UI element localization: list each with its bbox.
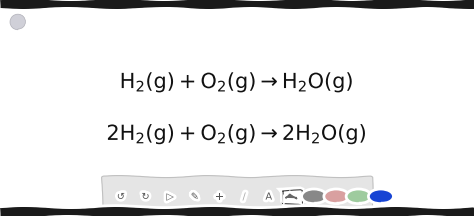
Text: $\mathdefault{2H_2(g) + O_2(g) \rightarrow 2H_2O(g)}$: $\mathdefault{2H_2(g) + O_2(g) \rightarr… (106, 122, 368, 146)
Bar (0, 208, 474, 216)
Ellipse shape (326, 191, 347, 202)
Bar (0, 0, 474, 8)
Polygon shape (286, 194, 297, 198)
Ellipse shape (11, 15, 25, 29)
Ellipse shape (304, 191, 325, 202)
FancyBboxPatch shape (282, 190, 301, 203)
Ellipse shape (371, 191, 392, 202)
Text: ✎: ✎ (191, 192, 199, 202)
Text: $\mathdefault{H_2(g) + O_2(g) \rightarrow H_2O(g)}$: $\mathdefault{H_2(g) + O_2(g) \rightarro… (119, 70, 355, 94)
Ellipse shape (348, 191, 369, 202)
Text: ↺: ↺ (117, 192, 125, 202)
Text: /: / (243, 192, 246, 202)
Text: A: A (265, 192, 272, 202)
Text: ▷: ▷ (166, 192, 174, 202)
Text: ↻: ↻ (141, 192, 150, 202)
Text: +: + (215, 192, 224, 202)
FancyBboxPatch shape (102, 177, 372, 216)
